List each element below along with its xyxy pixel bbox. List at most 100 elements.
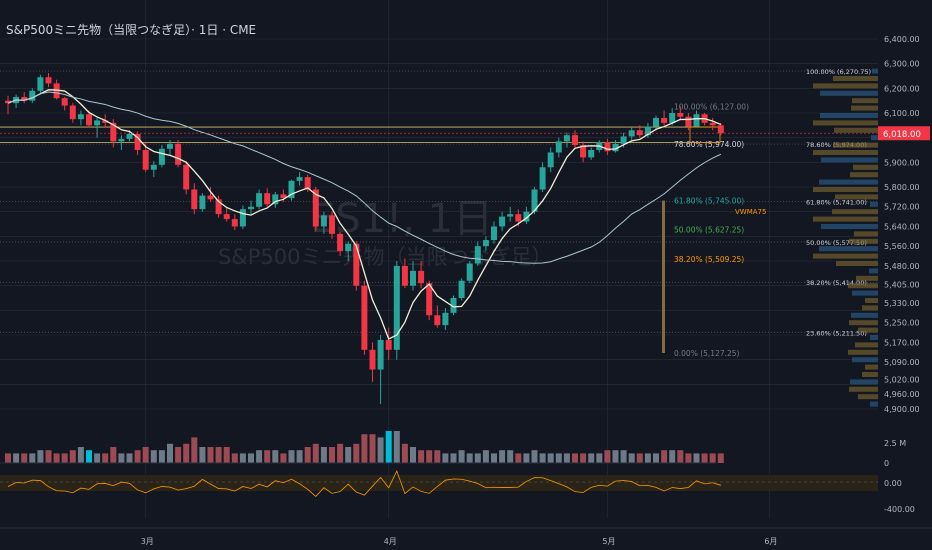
price-tick-label: 5,640.00 [884, 222, 920, 231]
volume-bar [167, 443, 173, 463]
candle-body [531, 189, 538, 212]
volume-bar [207, 447, 214, 463]
candle-body [61, 98, 68, 106]
volume-bar [231, 453, 238, 463]
volume-bar [669, 450, 676, 463]
candle-body [158, 148, 165, 165]
volume-bar [620, 450, 627, 463]
candle-body [126, 133, 133, 139]
volume-bar [466, 453, 473, 463]
symbol-watermark: ES1!, 1日 S&P500ミニ先物（当限つなぎ足） [218, 196, 552, 269]
fib-label-left: 0.00% (5,127.25) [674, 349, 740, 358]
fib-label-right: 23.60% (5,211.50) [806, 329, 867, 337]
volume-axis-label: 0 [884, 459, 889, 468]
time-label: 3月 [141, 537, 154, 546]
volume-bar [636, 453, 643, 463]
volume-bar [491, 453, 497, 463]
volume-bar [110, 447, 117, 463]
profile-bar [836, 261, 878, 266]
volume-bar [5, 453, 11, 463]
profile-bar [862, 305, 878, 311]
profile-bar [858, 394, 878, 400]
volume-bar [126, 453, 133, 463]
profile-bar [850, 172, 878, 178]
price-tick-label: 6,100.00 [884, 109, 920, 118]
candle-body [183, 164, 190, 190]
volume-bar [588, 453, 595, 463]
candle-body [580, 145, 587, 158]
profile-bar [852, 357, 878, 363]
volume-bar [13, 453, 20, 463]
volume-bar [369, 434, 376, 463]
volume-bar [555, 453, 562, 463]
candle-body [426, 283, 433, 316]
candle-body [393, 265, 400, 350]
volume-bar [53, 453, 60, 463]
volume-bar [499, 450, 506, 463]
volume-bar [426, 450, 433, 463]
profile-bar [862, 372, 878, 377]
vwma-label: VWMA75 [735, 208, 766, 216]
candle-body [207, 195, 214, 200]
price-tick-label: 5,560.00 [884, 242, 920, 251]
candle-body [256, 193, 263, 207]
volume-bar [345, 447, 352, 463]
volume-bar [604, 450, 611, 463]
profile-bar [850, 379, 878, 385]
candle-body [272, 194, 279, 205]
profile-bar [813, 120, 878, 126]
volume-bar [547, 453, 554, 463]
candle-body [77, 114, 84, 120]
ma-fast-line [7, 89, 722, 340]
fib-label-right: 38.20% (5,414.00) [806, 279, 867, 287]
volume-bar [709, 453, 716, 463]
candle-body [661, 117, 668, 123]
profile-bar [832, 209, 878, 215]
volume-bar [118, 453, 125, 463]
profile-bar [813, 83, 878, 89]
volume-bar [458, 450, 465, 463]
fibonacci-levels[interactable]: 100.00% (6,270.75) 78.60% (5,974.00) 61.80… [0, 68, 878, 358]
price-tick-label: 5,720.00 [884, 203, 920, 212]
candle-body [474, 246, 481, 264]
volume-bar [507, 450, 514, 463]
price-axis[interactable]: 6,400.00 6,300.00 6,200.00 6,100.00 6,018.00… [878, 0, 932, 550]
candle-body [410, 270, 416, 286]
volume-bar [563, 453, 570, 463]
profile-bar [848, 349, 878, 355]
candle-body [588, 150, 595, 158]
profile-bar [819, 179, 878, 185]
candle-body [150, 164, 157, 170]
candle-body [329, 215, 335, 234]
volume-bar [434, 450, 441, 463]
volume-bar [393, 431, 400, 463]
volume-bar [612, 450, 619, 463]
price-tick-label: 6,400.00 [884, 35, 920, 44]
time-label: 5月 [602, 537, 615, 546]
candle-body [288, 180, 295, 199]
candle-body [677, 113, 684, 117]
profile-bar [855, 342, 878, 348]
fib-label-right: 61.80% (5,741.00) [806, 199, 867, 207]
profile-bar [856, 275, 878, 281]
volume-bar [175, 447, 182, 463]
time-axis[interactable]: 3月4月5月6月7月 [0, 527, 932, 546]
ma-slow-line [7, 91, 722, 264]
candle-body [685, 116, 692, 127]
candle-body [555, 141, 562, 153]
price-tick-label: 5,090.00 [884, 358, 920, 367]
profile-bar [813, 216, 878, 222]
candles[interactable] [5, 73, 724, 405]
price-tick-label: 5,250.00 [884, 319, 920, 328]
candle-body [280, 194, 287, 199]
profile-bar [872, 68, 878, 74]
candle-body [458, 280, 465, 298]
candle-body [320, 215, 327, 227]
volume-bar [693, 453, 700, 463]
candle-body [304, 177, 311, 190]
volume-bar [29, 453, 36, 463]
profile-bar [852, 98, 878, 104]
volume-bar [644, 453, 651, 463]
candle-body [134, 133, 141, 150]
